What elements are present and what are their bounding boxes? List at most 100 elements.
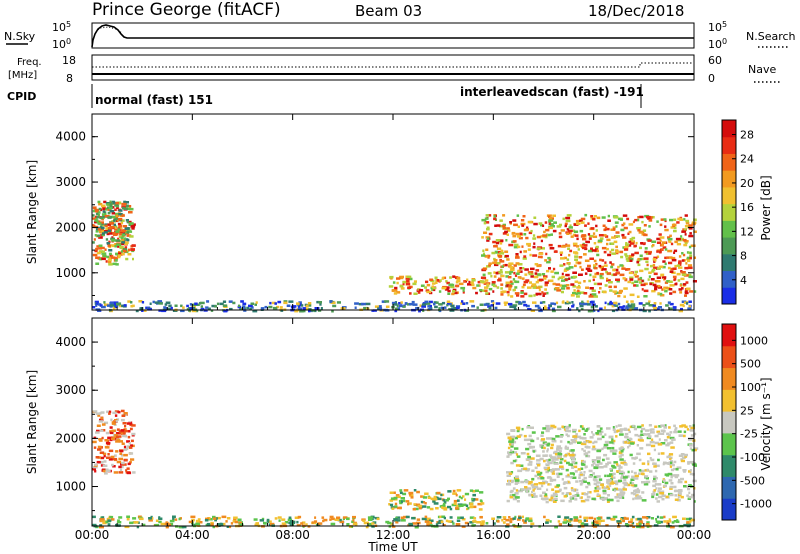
scatter-cell (126, 518, 130, 521)
scatter-cell (604, 440, 609, 444)
scatter-cell (115, 252, 121, 256)
scatter-cell (664, 248, 668, 251)
scatter-cell (456, 489, 462, 492)
scatter-cell (622, 214, 628, 217)
scatter-cell (608, 484, 612, 488)
scatter-cell (433, 301, 437, 304)
scatter-cell (587, 264, 591, 268)
scatter-cell (107, 202, 113, 206)
scatter-cell (112, 465, 116, 468)
scatter-cell (484, 289, 488, 292)
scatter-cell (381, 300, 387, 303)
scatter-cell (583, 519, 586, 522)
scatter-cell (513, 307, 517, 311)
scatter-cell (128, 222, 134, 225)
scatter-cell (99, 257, 103, 261)
scatter-cell (613, 430, 617, 434)
scatter-cell (104, 248, 107, 251)
scatter-cell (647, 452, 651, 456)
scatter-cell (413, 489, 417, 492)
scatter-cell (568, 266, 574, 269)
scatter-cell (556, 455, 559, 458)
scatter-cell (490, 275, 493, 278)
scatter-cell (96, 251, 101, 255)
scatter-cell (443, 516, 446, 520)
colorbar-tick-label: 16 (740, 201, 754, 214)
scatter-cell (668, 288, 673, 291)
scatter-cell (97, 309, 101, 312)
scatter-cell (620, 495, 624, 499)
scatter-cell (650, 458, 655, 462)
scatter-cell (527, 308, 532, 311)
scatter-cell (554, 490, 560, 493)
scatter-cell (570, 235, 574, 238)
scatter-cell (609, 449, 614, 453)
scatter-cell (645, 302, 650, 305)
scatter-cell (514, 451, 518, 454)
scatter-cell (394, 502, 398, 506)
scatter-cell (533, 483, 538, 486)
scatter-cell (588, 469, 593, 473)
scatter-cell (577, 261, 581, 265)
scatter-cell (659, 520, 663, 524)
scatter-cell (611, 304, 615, 308)
scatter-cell (666, 522, 670, 525)
scatter-cell (512, 304, 518, 307)
scatter-cell (484, 286, 489, 289)
scatter-cell (664, 228, 669, 232)
scatter-cell (659, 492, 665, 495)
nsky-panel: N.Sky 105 100 105 100 N.Search (4, 20, 796, 51)
scatter-cell (550, 302, 555, 305)
scatter-cell (620, 461, 625, 465)
scatter-cell (124, 429, 129, 433)
scatter-cell (458, 504, 464, 507)
scatter-cell (612, 466, 617, 469)
scatter-cell (108, 263, 113, 266)
scatter-cell (520, 295, 525, 298)
scatter-cell (445, 280, 448, 283)
colorbar-tick-label: -25 (740, 428, 758, 441)
scatter-cell (674, 474, 680, 477)
scatter-cell (574, 255, 579, 258)
scatter-cell (492, 301, 495, 305)
scatter-cell (583, 516, 588, 520)
scatter-cell (585, 267, 591, 271)
scatter-cell (95, 302, 100, 306)
scatter-cell (126, 440, 130, 443)
scatter-cell (604, 227, 610, 231)
scatter-cell (654, 287, 658, 291)
scatter-cell (665, 304, 669, 307)
scatter-cell (637, 229, 641, 232)
colorbar-swatch (722, 170, 736, 188)
scatter-cell (451, 307, 457, 310)
scatter-cell (321, 516, 325, 519)
scatter-cell (550, 217, 554, 220)
scatter-cell (518, 489, 523, 493)
scatter-cell (160, 522, 166, 526)
scatter-cell (626, 438, 631, 442)
scatter-cell (511, 438, 515, 442)
scatter-cell (563, 269, 568, 272)
scatter-cell (525, 447, 530, 451)
scatter-cell (290, 520, 293, 523)
scatter-cell (572, 233, 576, 237)
scatter-cell (572, 435, 578, 438)
scatter-cell (102, 207, 108, 211)
colorbar-swatch (722, 237, 736, 255)
scatter-cell (129, 427, 133, 431)
scatter-cell (154, 301, 160, 304)
scatter-cell (195, 519, 198, 523)
scatter-cell (254, 303, 257, 306)
scatter-cell (658, 265, 664, 268)
scatter-cell (450, 304, 455, 308)
scatter-cell (684, 225, 690, 228)
scatter-cell (95, 212, 99, 216)
scatter-cell (601, 498, 605, 501)
scatter-cell (691, 448, 695, 452)
scatter-cell (604, 226, 608, 230)
scatter-cell (632, 220, 635, 224)
scatter-cell (538, 252, 544, 255)
scatter-cell (583, 292, 588, 295)
scatter-cell (487, 214, 492, 217)
